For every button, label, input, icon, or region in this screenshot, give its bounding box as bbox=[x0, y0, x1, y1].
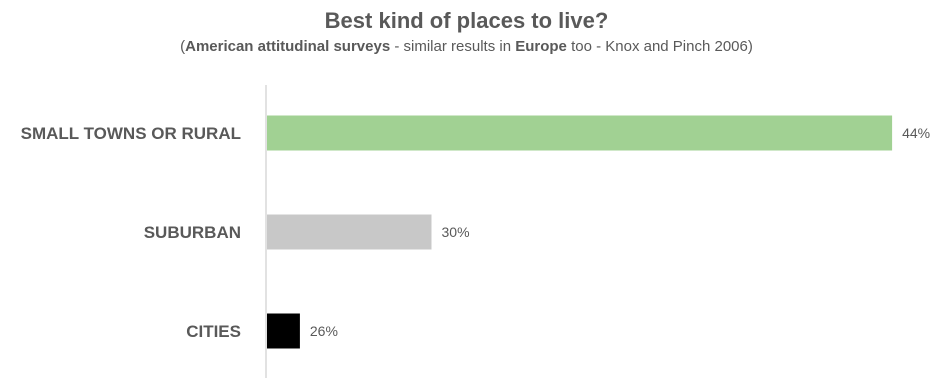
subtitle-bold-1: American attitudinal surveys bbox=[185, 38, 391, 55]
bar bbox=[267, 313, 300, 349]
bar bbox=[267, 115, 893, 151]
value-label: 30% bbox=[442, 224, 470, 240]
category-label: CITIES bbox=[186, 322, 241, 341]
value-label: 44% bbox=[902, 125, 930, 141]
subtitle-open: ( bbox=[180, 38, 186, 55]
category-label: SUBURBAN bbox=[144, 223, 241, 242]
subtitle-bold-2: Europe bbox=[515, 38, 567, 55]
chart-subtitle: (American attitudinal surveys - similar … bbox=[0, 38, 933, 55]
value-label: 26% bbox=[310, 323, 338, 339]
subtitle-tail: too - Knox and Pinch 2006) bbox=[566, 38, 753, 55]
bar bbox=[267, 214, 432, 250]
chart-title: Best kind of places to live? bbox=[324, 8, 609, 33]
subtitle-mid: - similar results in bbox=[390, 38, 516, 55]
category-label: SMALL TOWNS OR RURAL bbox=[21, 124, 241, 143]
